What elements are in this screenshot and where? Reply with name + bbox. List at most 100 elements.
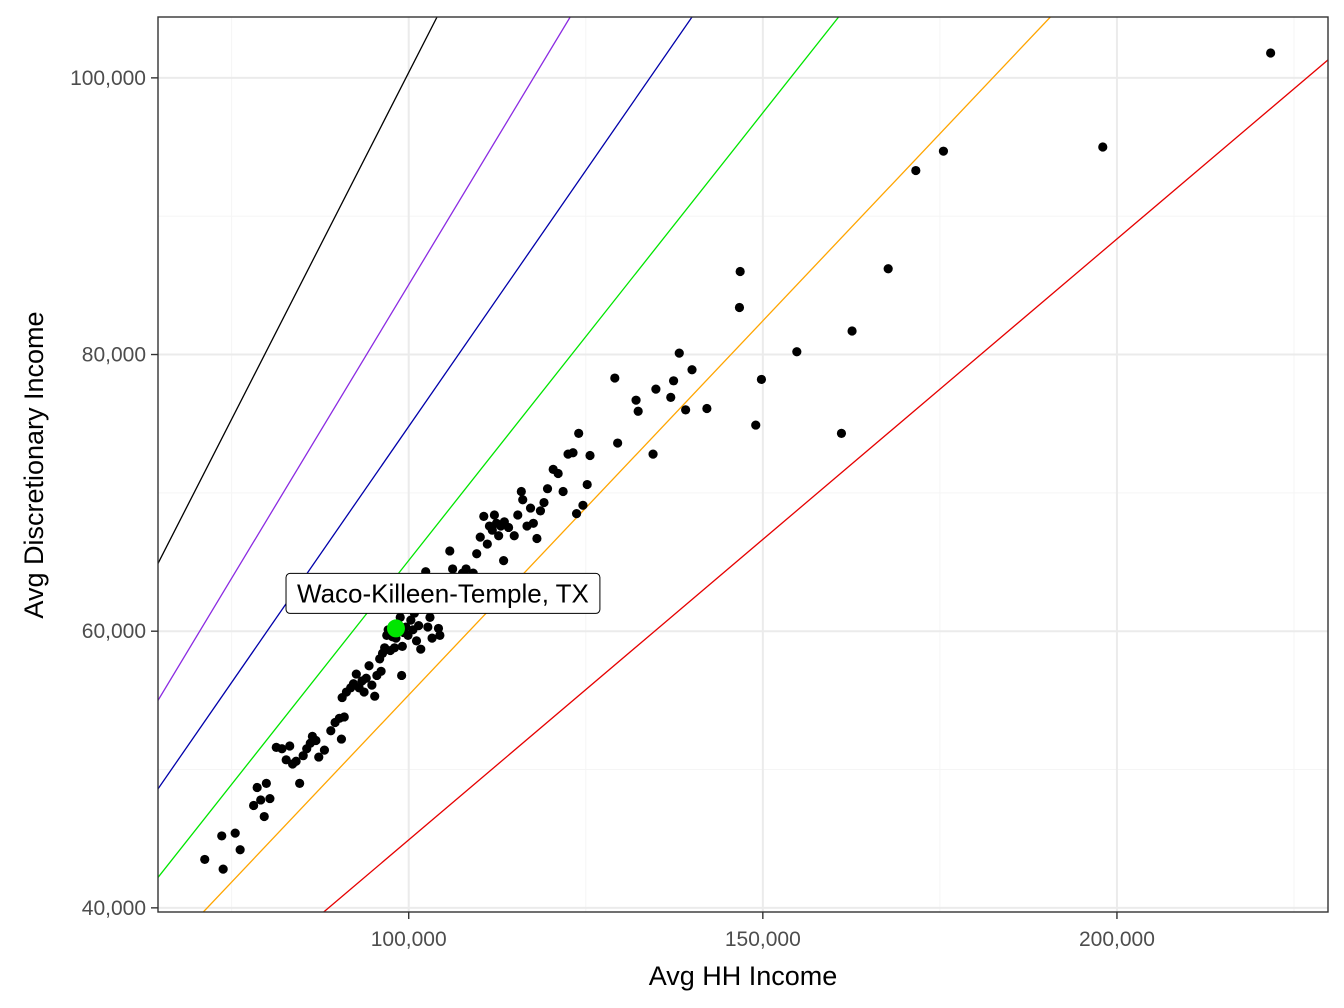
data-point (539, 497, 549, 508)
data-point (298, 751, 308, 761)
y-tick-label: 40,000 (82, 897, 146, 920)
reference-line (323, 59, 1328, 912)
data-point (681, 405, 691, 415)
data-point (218, 864, 228, 874)
data-point (535, 506, 546, 516)
data-point (397, 641, 407, 652)
data-point (291, 756, 301, 766)
data-point (311, 735, 321, 746)
x-axis-ticks: 100,000 150,000 200,000 (371, 912, 1155, 951)
data-point (734, 302, 745, 313)
reference-line (202, 17, 1051, 912)
data-point (836, 428, 847, 438)
data-point (489, 510, 500, 520)
data-point (553, 468, 563, 479)
data-point (1266, 48, 1276, 58)
reference-line (158, 17, 693, 790)
data-point (792, 347, 802, 357)
data-point (482, 539, 492, 549)
data-point (487, 525, 497, 535)
panel-border (157, 16, 1329, 913)
data-point (571, 509, 582, 519)
data-point (499, 556, 509, 566)
data-point (847, 326, 857, 336)
y-axis-title: Avg Discretionary Income (19, 311, 49, 618)
data-point (513, 510, 523, 520)
data-point (542, 484, 553, 494)
reference-line (158, 17, 438, 564)
data-point (364, 661, 374, 671)
data-point (911, 165, 921, 176)
y-tick-label: 100,000 (70, 67, 146, 90)
data-point (406, 615, 416, 625)
data-point (445, 546, 455, 556)
y-tick-label: 80,000 (82, 344, 146, 367)
x-tick-label: 100,000 (371, 928, 447, 951)
data-point (361, 673, 371, 683)
data-point (518, 495, 528, 505)
data-point (235, 845, 245, 855)
data-point (256, 795, 266, 805)
data-point (261, 778, 271, 788)
data-point (414, 621, 424, 631)
reference-lines (158, 17, 1328, 912)
data-point (585, 450, 595, 461)
data-point (751, 420, 761, 430)
data-point (425, 612, 435, 622)
y-axis-ticks: 40,000 60,000 80,000 100,000 (70, 67, 158, 920)
data-point (883, 264, 893, 274)
data-points (200, 48, 1276, 874)
data-point (666, 392, 676, 403)
x-tick-label: 200,000 (1079, 928, 1155, 951)
data-point (574, 428, 584, 438)
highlight-point (386, 619, 405, 638)
data-point (475, 532, 485, 542)
data-point (938, 146, 949, 156)
data-point (756, 374, 767, 385)
data-point (319, 745, 330, 755)
panel-background (158, 17, 1328, 912)
x-tick-label: 150,000 (725, 928, 801, 951)
data-point (367, 680, 377, 690)
data-point (339, 712, 349, 722)
annotation-label: Waco-Killeen-Temple, TX (297, 578, 589, 608)
data-point (259, 811, 269, 822)
data-point (509, 531, 519, 541)
data-point (582, 479, 592, 490)
data-point (285, 741, 295, 751)
data-point (435, 630, 445, 640)
data-point (558, 486, 568, 497)
data-point (578, 500, 588, 510)
data-point (397, 670, 407, 681)
data-point (295, 778, 305, 788)
data-point (610, 373, 620, 383)
data-point (461, 564, 471, 574)
data-point (427, 633, 437, 643)
data-point (651, 384, 661, 394)
grid-lines (158, 17, 1328, 912)
reference-line (158, 17, 571, 701)
data-point (674, 348, 684, 358)
y-tick-label: 60,000 (82, 620, 146, 643)
data-point (433, 623, 444, 634)
data-point (631, 395, 641, 405)
data-point (528, 518, 538, 528)
data-point (648, 449, 658, 459)
data-point (735, 266, 745, 277)
data-point (277, 744, 287, 754)
reference-line (158, 17, 840, 878)
data-point (217, 831, 227, 841)
data-point (532, 533, 542, 544)
data-point (516, 486, 526, 497)
data-point (416, 644, 426, 654)
data-point (687, 365, 697, 375)
data-point (668, 376, 679, 386)
data-point (376, 666, 386, 676)
data-point (568, 448, 578, 458)
data-point (359, 687, 369, 697)
data-point (423, 622, 433, 632)
data-point (472, 549, 482, 559)
data-point (265, 793, 275, 804)
